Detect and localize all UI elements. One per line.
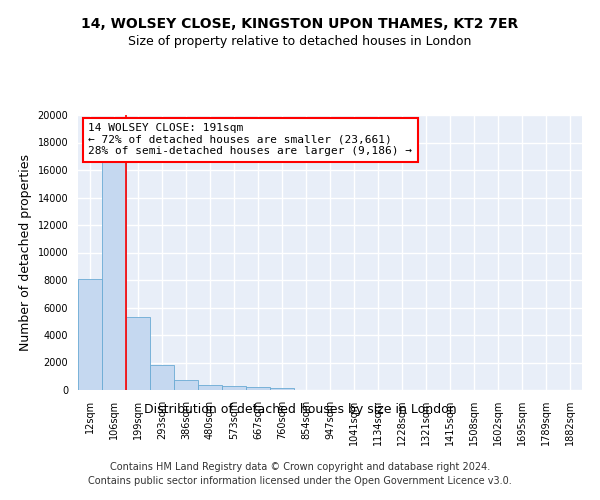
Text: 14, WOLSEY CLOSE, KINGSTON UPON THAMES, KT2 7ER: 14, WOLSEY CLOSE, KINGSTON UPON THAMES, … (82, 18, 518, 32)
Bar (102, 162, 126, 390)
Text: Size of property relative to detached houses in London: Size of property relative to detached ho… (128, 35, 472, 48)
Text: 14 WOLSEY CLOSE: 191sqm
← 72% of detached houses are smaller (23,661)
28% of sem: 14 WOLSEY CLOSE: 191sqm ← 72% of detache… (88, 123, 412, 156)
Text: Contains public sector information licensed under the Open Government Licence v3: Contains public sector information licen… (88, 476, 512, 486)
Y-axis label: Number of detached properties: Number of detached properties (19, 154, 32, 351)
Bar (270, 388, 294, 390)
Bar (174, 380, 198, 390)
Bar (126, 317, 150, 390)
Text: Distribution of detached houses by size in London: Distribution of detached houses by size … (143, 402, 457, 415)
Bar (150, 364, 174, 390)
Bar (222, 386, 246, 390)
Bar (246, 387, 270, 390)
Text: Contains HM Land Registry data © Crown copyright and database right 2024.: Contains HM Land Registry data © Crown c… (110, 462, 490, 472)
Bar (78, 278, 102, 390)
Bar (198, 385, 222, 390)
